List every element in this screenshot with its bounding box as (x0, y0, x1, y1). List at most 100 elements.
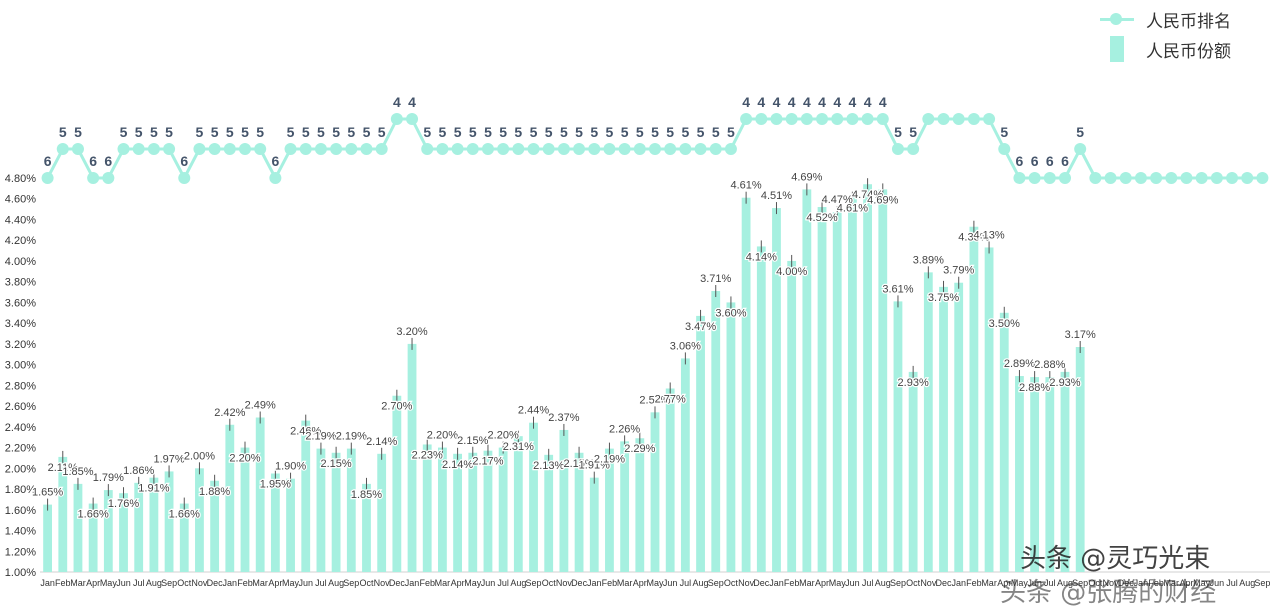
x-tick-label: Oct (177, 578, 192, 588)
rank-label: 4 (757, 94, 765, 110)
x-tick-label: Nov (374, 578, 391, 588)
x-tick-label: Jan (951, 578, 966, 588)
x-tick-label: Jul (1044, 578, 1056, 588)
rank-label: 5 (378, 124, 386, 140)
x-tick-label: Sep (343, 578, 359, 588)
data-label: 4.13% (973, 229, 1004, 241)
rank-label: 4 (833, 94, 841, 110)
rank-point (1028, 172, 1041, 184)
rank-point (87, 172, 100, 184)
x-tick-label: Jan (1134, 578, 1149, 588)
x-tick-label: Dec (1118, 578, 1135, 588)
y-tick-label: 4.00% (5, 256, 36, 268)
x-tick-label: Jul (315, 578, 327, 588)
data-label: 3.61% (882, 283, 913, 295)
bar (939, 286, 948, 572)
rank-point (284, 143, 297, 155)
bar (605, 448, 614, 572)
x-tick-label: Sep (1254, 578, 1270, 588)
data-label: 2.93% (898, 377, 929, 389)
y-tick-label: 1.20% (5, 546, 36, 558)
x-tick-label: Dec (207, 578, 224, 588)
data-label: 2.49% (245, 400, 276, 412)
data-label: 1.79% (93, 472, 124, 484)
rank-label: 5 (454, 124, 462, 140)
rank-label: 5 (651, 124, 659, 140)
rank-label: 5 (423, 124, 431, 140)
legend-bar-swatch-icon (1110, 36, 1124, 62)
rank-label: 5 (165, 124, 173, 140)
rank-label: 5 (59, 124, 67, 140)
x-tick-label: Sep (708, 578, 724, 588)
rank-point (1134, 172, 1147, 184)
rank-point (664, 143, 677, 155)
rank-point (588, 143, 601, 155)
rank-point (846, 113, 859, 125)
bar (999, 312, 1009, 572)
bar (817, 207, 827, 572)
x-tick-label: Oct (542, 578, 557, 588)
y-tick-label: 1.80% (5, 484, 36, 496)
x-tick-label: Sep (890, 578, 906, 588)
rank-point (649, 143, 661, 155)
rank-label: 5 (256, 124, 264, 140)
data-label: 4.33% (958, 232, 989, 244)
data-label: 4.69% (867, 194, 898, 206)
x-tick-label: Jun (1027, 578, 1042, 588)
data-label: 2.29% (624, 443, 655, 455)
bar (711, 291, 721, 572)
y-tick-label: 2.00% (5, 463, 36, 475)
x-tick-label: Apr (268, 578, 282, 588)
rank-point (1059, 172, 1071, 184)
x-tick-label: May (1193, 578, 1211, 588)
rank-point (41, 172, 54, 184)
rank-point (1180, 172, 1193, 184)
rank-point (390, 113, 403, 125)
y-tick-label: 2.40% (5, 422, 36, 434)
bar (513, 436, 523, 572)
bar (529, 422, 538, 572)
rank-point (876, 113, 889, 125)
data-label: 2.11% (48, 462, 79, 474)
data-label: 2.19% (336, 431, 367, 443)
rank-point (557, 143, 570, 155)
x-tick-label: Aug (693, 578, 709, 588)
rank-point (375, 143, 388, 155)
bar (438, 447, 447, 572)
data-label: 2.13% (533, 460, 564, 472)
data-label: 4.52% (806, 212, 837, 224)
x-tick-label: Feb (966, 578, 982, 588)
rank-point (967, 113, 980, 125)
watermark: 头条 @灵巧光束 (1020, 544, 1211, 574)
bar (1060, 371, 1070, 572)
rank-label: 5 (241, 124, 249, 140)
rank-point (147, 143, 160, 155)
rank-point (1074, 143, 1087, 155)
rank-label: 5 (560, 124, 568, 140)
rank-label: 5 (530, 124, 538, 140)
data-label: 2.17% (472, 456, 503, 468)
y-tick-label: 4.40% (5, 214, 36, 226)
rank-label: 5 (363, 124, 371, 140)
bar (832, 212, 842, 572)
bar (589, 477, 599, 572)
y-tick-label: 4.60% (5, 194, 36, 206)
rank-point (861, 113, 874, 125)
bar (878, 189, 888, 572)
y-tick-label: 3.60% (5, 297, 36, 309)
y-tick-label: 1.60% (5, 505, 36, 517)
rank-label: 5 (74, 124, 82, 140)
x-tick-label: Apr (86, 578, 100, 588)
x-tick-label: Feb (1148, 578, 1164, 588)
rank-point (254, 143, 267, 155)
rank-label: 5 (469, 124, 477, 140)
rank-label: 5 (317, 124, 325, 140)
x-tick-label: Jul (1226, 578, 1238, 588)
x-tick-label: Jun (481, 578, 496, 588)
x-tick-label: May (646, 578, 664, 588)
rank-point (1150, 172, 1163, 184)
chart: 1.00% 1.20% 1.40% 1.60% 1.80% 2.00% 2.20% 2.40%… (5, 94, 1271, 588)
x-tick-label: May (282, 578, 300, 588)
x-tick-label: Mar (981, 578, 997, 588)
rank-label: 5 (226, 124, 234, 140)
